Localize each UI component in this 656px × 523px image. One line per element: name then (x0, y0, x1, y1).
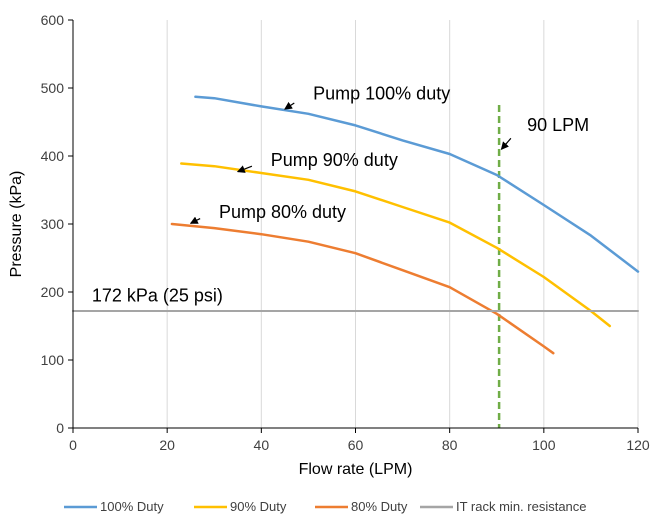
annotation-arrow-1 (236, 165, 253, 173)
annotation-arrow-2 (189, 216, 201, 224)
vertical-marker-layer: 90 LPM (497, 105, 589, 428)
annotation-arrow-0 (284, 101, 295, 110)
x-tick-label-0: 0 (69, 437, 77, 453)
y-tick-label-3: 300 (41, 216, 65, 232)
x-tick-label-5: 100 (532, 437, 556, 453)
x-tick-label-6: 120 (626, 437, 650, 453)
y-tick-label-5: 500 (41, 80, 65, 96)
vertical-marker-label: 90 LPM (527, 115, 589, 135)
annotation-label-0: Pump 100% duty (313, 84, 450, 104)
x-axis-title: Flow rate (LPM) (299, 461, 413, 478)
axis-layer: 0 100 200 300 400 500 600 0 20 40 60 80 100 120 (41, 12, 650, 453)
series-line-1 (180, 162, 612, 328)
x-tick-label-4: 80 (442, 437, 458, 453)
x-tick-label-3: 60 (348, 437, 364, 453)
y-tick-label-1: 100 (41, 352, 65, 368)
y-tick-label-2: 200 (41, 284, 65, 300)
annotation-label-3: 172 kPa (25 psi) (92, 286, 223, 306)
legend-label-0: 100% Duty (100, 499, 164, 514)
annotation-label-1: Pump 90% duty (271, 150, 398, 170)
annotation-layer: Pump 100% duty Pump 90% duty Pump 80% duty… (92, 84, 512, 306)
series-line-0 (194, 95, 640, 273)
y-tick-label-6: 600 (41, 12, 65, 28)
legend-label-2: 80% Duty (351, 499, 408, 514)
annotation-arrow-4 (500, 137, 512, 150)
grid-layer (166, 20, 639, 428)
series-line-2 (170, 222, 555, 355)
legend: 100% Duty 90% Duty 80% Duty IT rack min. re… (64, 499, 587, 514)
y-tick-label-0: 0 (56, 420, 64, 436)
y-tick-label-4: 400 (41, 148, 65, 164)
annotation-label-2: Pump 80% duty (219, 202, 346, 222)
x-tick-label-1: 20 (159, 437, 175, 453)
legend-label-3: IT rack min. resistance (456, 499, 587, 514)
legend-label-1: 90% Duty (230, 499, 287, 514)
y-axis-title: Pressure (kPa) (8, 171, 25, 278)
x-tick-label-2: 40 (254, 437, 270, 453)
